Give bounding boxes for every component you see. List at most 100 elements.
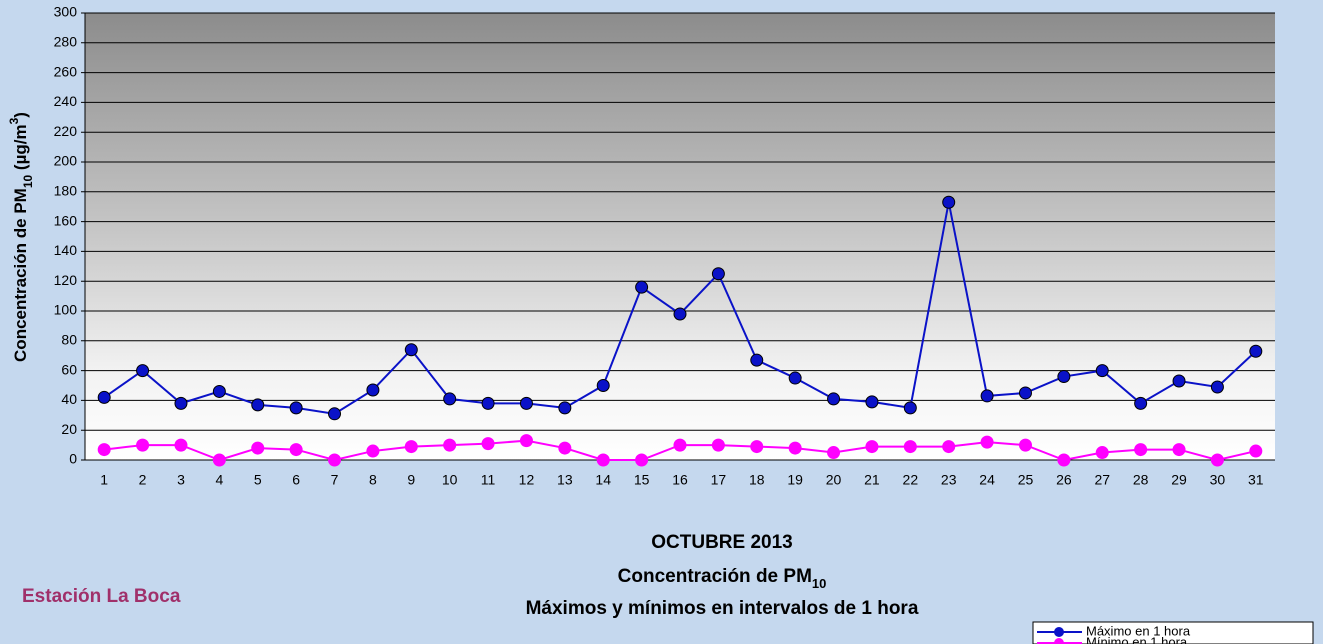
point	[866, 441, 878, 453]
point	[1135, 397, 1147, 409]
x-tick-label: 8	[369, 472, 377, 488]
y-label-part: (µg/m	[11, 124, 30, 174]
point	[482, 397, 494, 409]
point	[636, 454, 648, 466]
point	[367, 445, 379, 457]
point	[329, 408, 341, 420]
legend-marker	[1054, 627, 1064, 637]
point	[1019, 387, 1031, 399]
chart: Concentración de PM10 (µg/m3) OCTUBRE 20…	[0, 0, 1323, 644]
x-tick-label: 20	[826, 472, 842, 488]
y-tick-label: 120	[54, 272, 78, 288]
point	[1096, 447, 1108, 459]
point	[175, 397, 187, 409]
y-label-part: Concentración de PM	[11, 188, 30, 362]
y-tick-label: 60	[61, 361, 77, 377]
point	[1058, 371, 1070, 383]
point	[981, 390, 993, 402]
x-tick-label: 7	[331, 472, 339, 488]
chart-subtitle: Concentración de PM10	[618, 566, 827, 591]
y-tick-label: 300	[54, 4, 78, 20]
point	[137, 439, 149, 451]
point	[367, 384, 379, 396]
chart-title: OCTUBRE 2013	[651, 532, 793, 553]
y-tick-label: 100	[54, 302, 78, 318]
y-label-part: )	[11, 112, 30, 118]
x-tick-label: 16	[672, 472, 688, 488]
y-tick-label: 200	[54, 153, 78, 169]
y-tick-label: 20	[61, 421, 77, 437]
y-tick-label: 280	[54, 34, 78, 50]
x-tick-label: 9	[407, 472, 415, 488]
point	[520, 397, 532, 409]
y-axis-label: Concentración de PM10 (µg/m3)	[7, 112, 35, 362]
point	[1250, 345, 1262, 357]
point	[1173, 444, 1185, 456]
x-tick-label: 22	[903, 472, 919, 488]
point	[213, 454, 225, 466]
point	[290, 402, 302, 414]
point	[98, 444, 110, 456]
x-tick-label: 1	[100, 472, 108, 488]
point	[329, 454, 341, 466]
x-tick-label: 26	[1056, 472, 1072, 488]
point	[674, 308, 686, 320]
point	[1211, 381, 1223, 393]
x-tick-label: 31	[1248, 472, 1264, 488]
x-tick-label: 4	[215, 472, 223, 488]
point	[751, 354, 763, 366]
x-tick-label: 27	[1094, 472, 1110, 488]
point	[290, 444, 302, 456]
y-tick-label: 220	[54, 123, 78, 139]
plot-area	[85, 13, 1275, 460]
x-tick-label: 14	[595, 472, 611, 488]
point	[444, 439, 456, 451]
x-tick-label: 24	[979, 472, 995, 488]
point	[1173, 375, 1185, 387]
y-tick-label: 140	[54, 242, 78, 258]
point	[1135, 444, 1147, 456]
point	[789, 442, 801, 454]
point	[981, 436, 993, 448]
point	[559, 402, 571, 414]
x-tick-label: 21	[864, 472, 880, 488]
y-tick-label: 0	[69, 451, 77, 467]
y-tick-label: 80	[61, 332, 77, 348]
x-tick-label: 11	[481, 472, 496, 488]
point	[943, 441, 955, 453]
y-tick-label: 160	[54, 212, 78, 228]
point	[828, 447, 840, 459]
point	[252, 442, 264, 454]
x-tick-label: 15	[634, 472, 650, 488]
x-tick-label: 10	[442, 472, 458, 488]
point	[751, 441, 763, 453]
y-tick-label: 260	[54, 63, 78, 79]
x-tick-label: 2	[139, 472, 147, 488]
point	[712, 439, 724, 451]
y-tick-label: 240	[54, 93, 78, 109]
point	[636, 281, 648, 293]
x-tick-label: 19	[787, 472, 803, 488]
point	[866, 396, 878, 408]
point	[213, 385, 225, 397]
point	[1211, 454, 1223, 466]
x-tick-label: 28	[1133, 472, 1149, 488]
x-tick-label: 30	[1210, 472, 1226, 488]
point	[712, 268, 724, 280]
x-tick-label: 6	[292, 472, 300, 488]
point	[904, 402, 916, 414]
x-tick-label: 17	[711, 472, 727, 488]
x-tick-label: 25	[1018, 472, 1034, 488]
point	[482, 438, 494, 450]
point	[828, 393, 840, 405]
point	[1250, 445, 1262, 457]
x-tick-label: 13	[557, 472, 573, 488]
legend-label: Mínimo en 1 hora	[1086, 634, 1188, 644]
point	[1096, 365, 1108, 377]
point	[98, 391, 110, 403]
point	[943, 196, 955, 208]
point	[1019, 439, 1031, 451]
x-tick-label: 29	[1171, 472, 1187, 488]
point	[789, 372, 801, 384]
x-tick-label: 18	[749, 472, 765, 488]
